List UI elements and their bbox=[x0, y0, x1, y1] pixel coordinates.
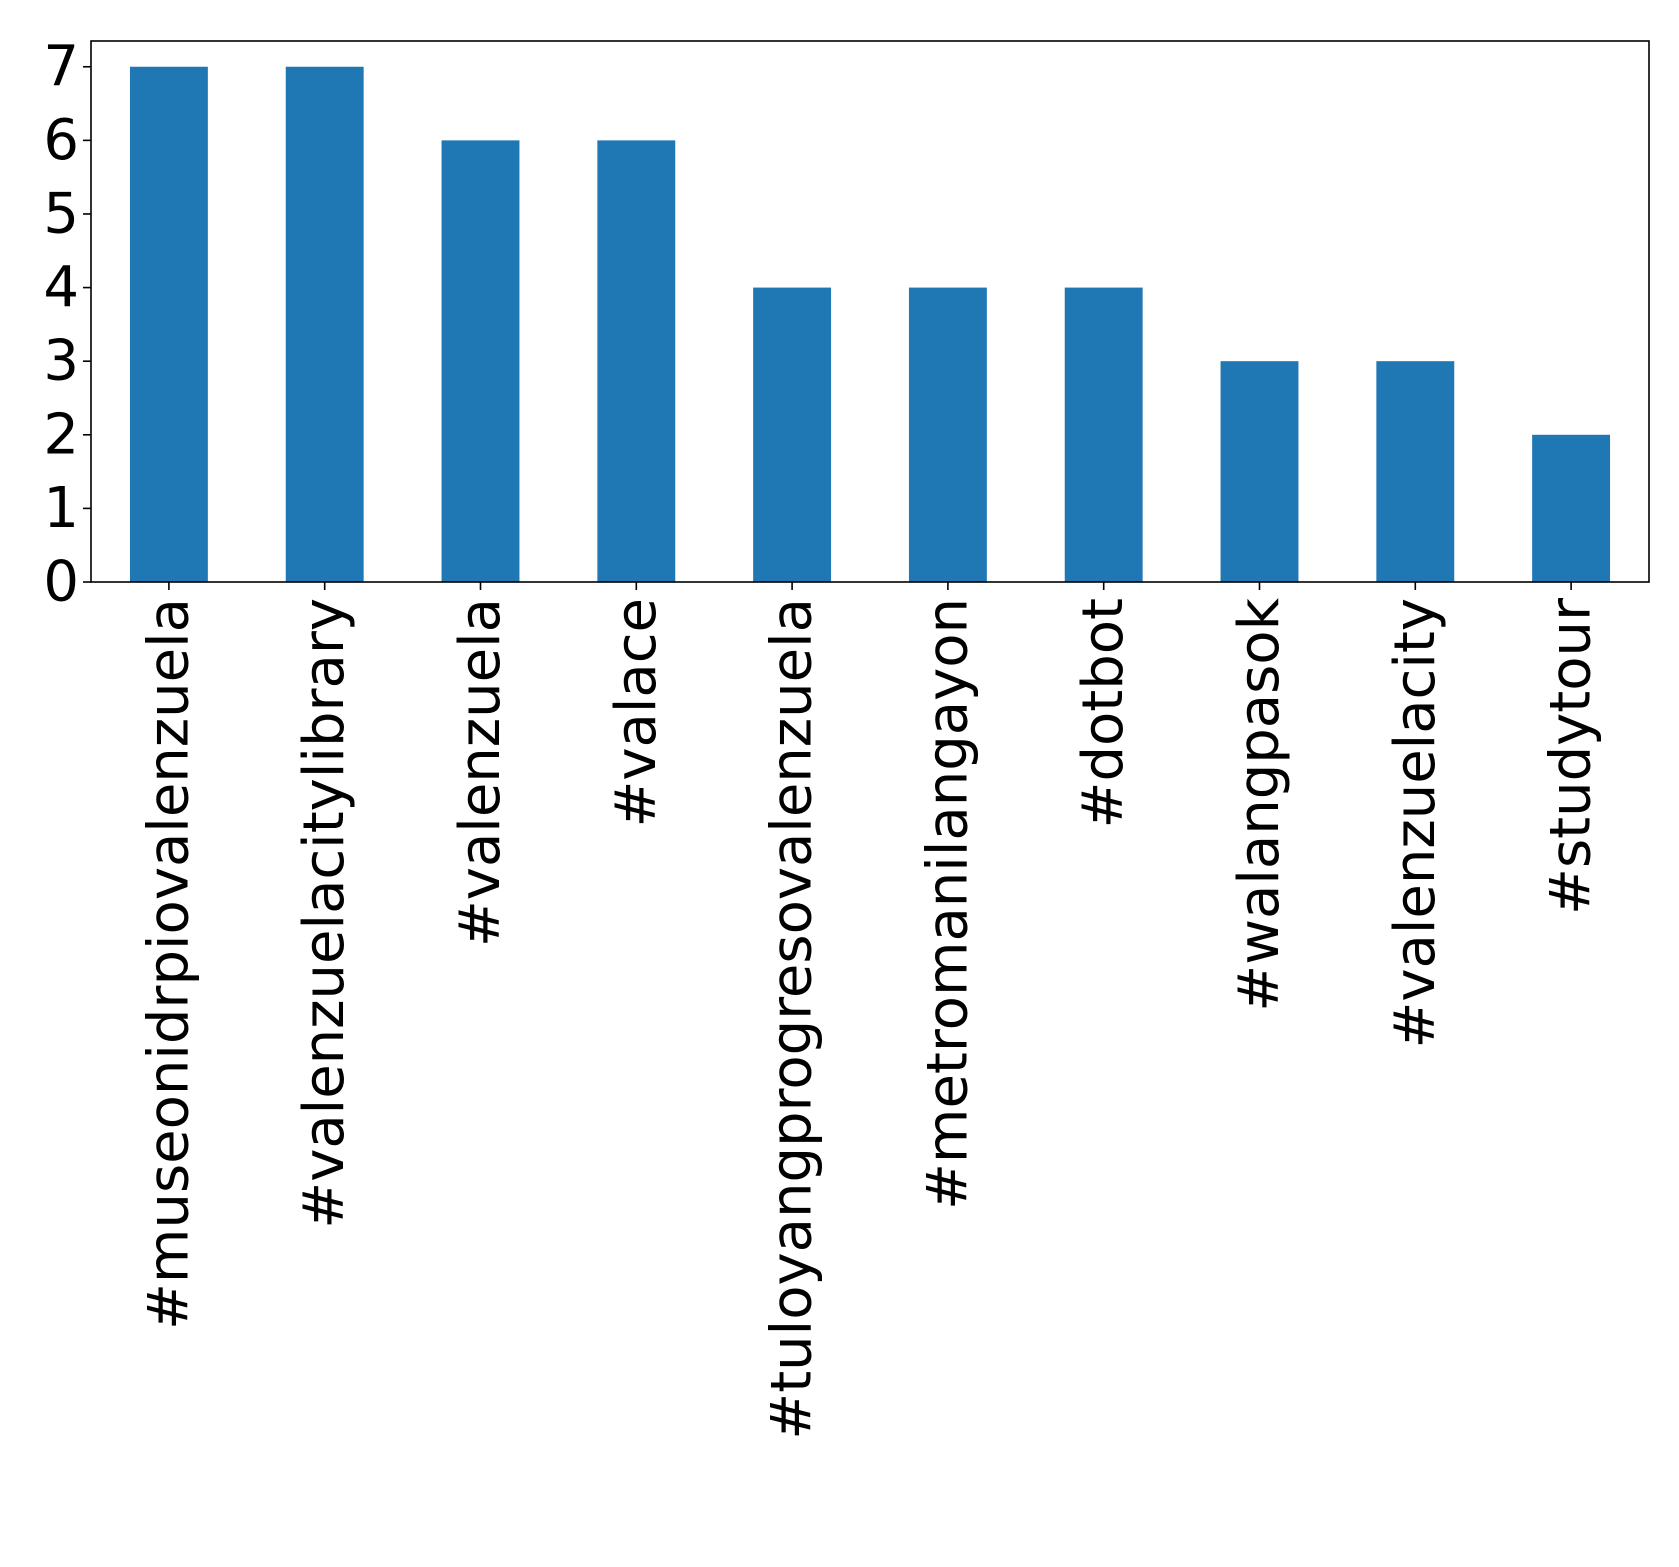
x-tick-label: #valenzuelacity bbox=[1383, 598, 1448, 1049]
bar bbox=[1376, 361, 1455, 582]
x-tick-label: #valenzuelacitylibrary bbox=[292, 598, 357, 1229]
x-tick-label: #dotbot bbox=[1071, 598, 1136, 828]
x-tick-label: #valenzuela bbox=[448, 598, 513, 947]
bar bbox=[441, 140, 520, 582]
y-tick-label: 2 bbox=[43, 402, 79, 467]
x-tick-label: #studytour bbox=[1539, 597, 1604, 915]
x-tick-label: #walangpasok bbox=[1227, 597, 1292, 1011]
y-tick-label: 3 bbox=[43, 329, 79, 394]
x-tick-label: #metromanilangayon bbox=[915, 598, 980, 1210]
bar bbox=[908, 287, 987, 582]
y-tick-label: 0 bbox=[43, 550, 79, 615]
y-tick-label: 1 bbox=[43, 476, 79, 541]
bars-group bbox=[129, 66, 1611, 582]
x-axis: #museonidrpiovalenzuela #valenzuelacityli… bbox=[136, 582, 1604, 1440]
bar bbox=[285, 66, 364, 582]
y-axis: 0 1 2 3 4 5 6 7 bbox=[43, 34, 91, 615]
plot-frame bbox=[90, 40, 1650, 583]
x-tick-label: #museonidrpiovalenzuela bbox=[136, 598, 201, 1330]
x-tick-label: #tuloyangprogresovalenzuela bbox=[760, 598, 825, 1440]
bar bbox=[1064, 287, 1143, 582]
y-tick-label: 6 bbox=[43, 108, 79, 173]
bar bbox=[1220, 361, 1299, 582]
bar bbox=[597, 140, 676, 582]
y-tick-label: 4 bbox=[43, 255, 79, 320]
x-tick-label: #valace bbox=[604, 598, 669, 828]
bar bbox=[1532, 434, 1611, 582]
bar bbox=[753, 287, 832, 582]
y-tick-label: 5 bbox=[43, 181, 79, 246]
bar bbox=[129, 66, 208, 582]
y-tick-label: 7 bbox=[43, 34, 79, 99]
